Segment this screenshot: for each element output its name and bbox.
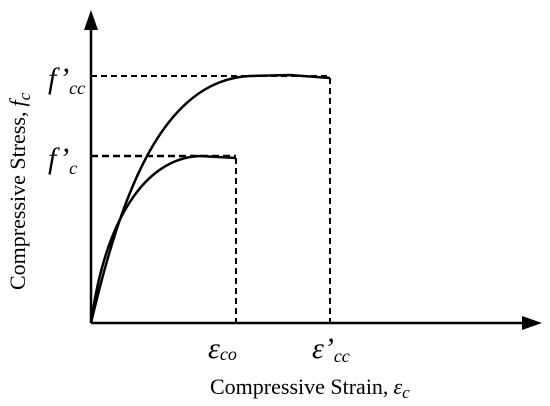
unconfined-curve (89, 154, 237, 324)
y-axis-arrowhead (84, 10, 98, 30)
x-tick-eco: εco (208, 332, 237, 365)
y-tick-fcc: f’cc (48, 62, 85, 98)
confined-curve (89, 73, 331, 324)
x-tick-ecc: ε’cc (312, 332, 350, 366)
y-tick-fc: f’c (48, 142, 77, 178)
x-axis-title: Compressive Strain, εc (210, 374, 410, 402)
y-axis-title: Compressive Stress,fc (5, 92, 34, 290)
x-axis-arrowhead (522, 316, 542, 330)
